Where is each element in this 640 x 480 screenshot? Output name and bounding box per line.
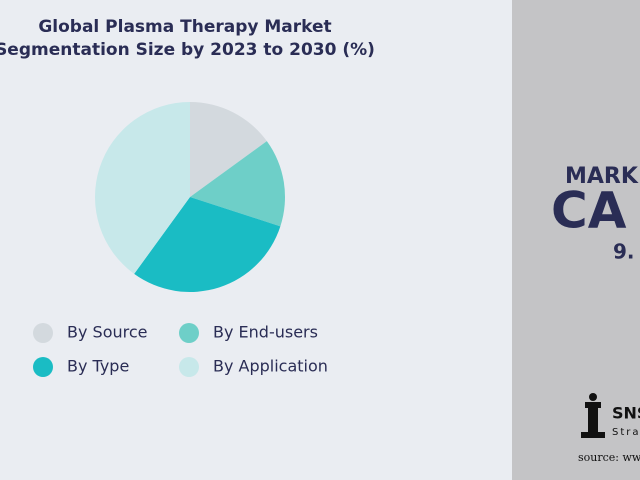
logo-text: SNS (612, 404, 640, 423)
panel-text: MARK (565, 164, 639, 189)
legend: By Source By End-users By Type By Applicati… (33, 323, 328, 377)
legend-swatch (179, 357, 199, 377)
legend-label: By End-users (213, 323, 318, 342)
logo-subtext: Stra (612, 427, 640, 438)
logo-icon (581, 393, 605, 438)
pie-slice (190, 141, 285, 227)
side-panel (512, 0, 640, 480)
source-text: source: www (578, 451, 640, 464)
pie (94, 102, 285, 293)
panel-text: 9. (613, 240, 635, 264)
pie-slice (134, 197, 281, 293)
chart-title: Segmentation Size by 2023 to 2030 (%) (0, 40, 375, 60)
pie-slice (190, 102, 267, 197)
chart-title: Global Plasma Therapy Market (38, 17, 331, 37)
panel-text: CA (551, 182, 627, 240)
legend-swatch (33, 323, 53, 343)
legend-label: By Source (67, 323, 147, 342)
legend-swatch (179, 323, 199, 343)
legend-label: By Application (213, 357, 328, 376)
pie-slice (94, 102, 190, 274)
legend-label: By Type (67, 357, 129, 376)
legend-swatch (33, 357, 53, 377)
